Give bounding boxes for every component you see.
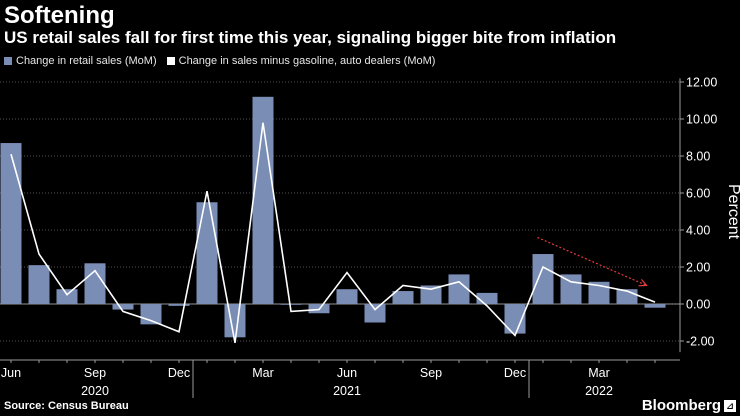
y-tick-label: 10.00 xyxy=(686,113,717,127)
bar xyxy=(112,304,134,310)
brand-logo: Bloomberg ⊿ xyxy=(642,397,736,414)
bar xyxy=(532,254,554,304)
bar xyxy=(84,263,106,304)
brand-name: Bloomberg xyxy=(641,397,721,414)
bar xyxy=(420,285,442,304)
x-year-label: 2020 xyxy=(81,384,109,398)
bar xyxy=(168,304,190,306)
x-tick-label: Jun xyxy=(1,366,21,380)
x-tick-label: Dec xyxy=(168,366,190,380)
legend-swatch-line xyxy=(166,57,175,65)
bar xyxy=(280,304,302,305)
bar xyxy=(224,304,246,338)
x-tick-label: Jun xyxy=(337,366,357,380)
y-tick-label: 4.00 xyxy=(686,224,710,238)
x-year-label: 2022 xyxy=(585,384,613,398)
brand-badge-icon: ⊿ xyxy=(724,399,736,412)
legend: Change in retail sales (MoM) Change in s… xyxy=(4,55,445,67)
legend-label-retail-sales: Change in retail sales (MoM) xyxy=(16,55,157,67)
x-tick-label: Sep xyxy=(84,366,106,380)
bar xyxy=(56,289,78,304)
line-series-minus-gas-auto xyxy=(10,122,656,343)
trend-arrow-line xyxy=(537,236,647,287)
bar xyxy=(28,265,50,304)
chart-title: Softening xyxy=(4,2,115,29)
y-axis-label: Percent xyxy=(725,184,740,240)
legend-item-retail-sales: Change in retail sales (MoM) xyxy=(4,55,157,67)
y-tick-label: 6.00 xyxy=(686,187,710,201)
bar xyxy=(392,291,414,304)
x-tick-label: Sep xyxy=(420,366,442,380)
bar xyxy=(196,202,218,304)
x-tick-label: Mar xyxy=(588,366,610,380)
bar xyxy=(504,304,526,334)
y-tick-label: 12.00 xyxy=(686,76,717,90)
legend-item-minus-gas-auto: Change in sales minus gasoline, auto dea… xyxy=(166,55,436,67)
x-tick-label: Mar xyxy=(252,366,274,380)
x-tick-label: Dec xyxy=(504,366,526,380)
bar xyxy=(336,289,358,304)
y-tick-label: -2.00 xyxy=(686,335,715,349)
bar xyxy=(448,274,470,304)
y-tick-label: 0.00 xyxy=(686,298,710,312)
legend-swatch-bar xyxy=(4,57,12,65)
source-note: Source: Census Bureau xyxy=(4,400,129,412)
bar xyxy=(644,304,666,308)
bar xyxy=(0,143,22,304)
bar xyxy=(252,96,274,304)
y-tick-label: 8.00 xyxy=(686,150,710,164)
chart-subtitle: US retail sales fall for first time this… xyxy=(4,28,617,47)
legend-label-minus-gas-auto: Change in sales minus gasoline, auto dea… xyxy=(178,55,436,67)
x-year-label: 2021 xyxy=(333,384,361,398)
y-tick-label: 2.00 xyxy=(686,261,710,275)
bar xyxy=(560,274,582,304)
bar xyxy=(476,292,498,304)
bar xyxy=(364,304,386,323)
trend-arrow-head xyxy=(638,279,648,287)
